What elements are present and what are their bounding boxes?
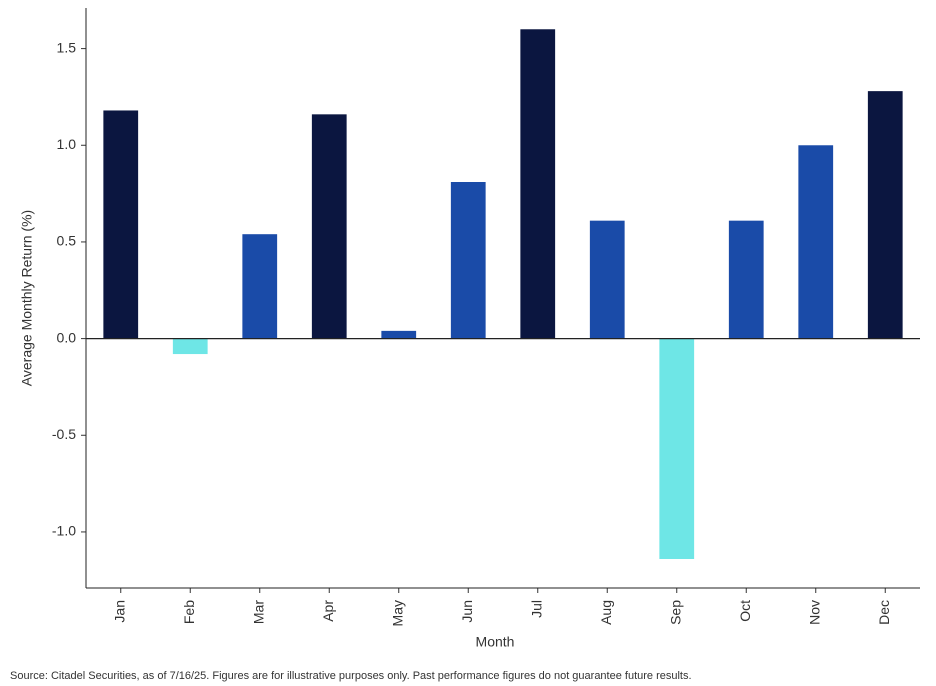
x-tick-label: Mar (250, 600, 266, 624)
x-tick-label: Sep (667, 600, 683, 625)
bar (520, 29, 556, 339)
x-tick-label: Jun (459, 600, 475, 623)
y-tick-label: -1.0 (52, 523, 76, 539)
bar (172, 338, 208, 355)
y-tick-label: 0.0 (57, 329, 77, 345)
x-tick-label: Apr (320, 600, 336, 622)
bar (242, 234, 278, 339)
x-tick-label: Aug (598, 600, 614, 625)
y-tick-label: -0.5 (52, 426, 76, 442)
bar (450, 182, 486, 339)
bar (798, 145, 834, 339)
x-tick-label: Nov (806, 600, 822, 625)
bar (381, 330, 417, 339)
x-axis-label: Month (476, 634, 515, 650)
x-tick-label: Dec (876, 600, 892, 625)
y-axis-label: Average Monthly Return (%) (19, 210, 35, 386)
x-tick-label: Jan (111, 600, 127, 623)
bar (103, 110, 139, 339)
bar (867, 91, 903, 339)
x-tick-label: May (389, 600, 405, 626)
x-tick-label: Feb (181, 600, 197, 624)
bar (311, 114, 347, 339)
bar (659, 338, 695, 559)
bar (589, 220, 625, 339)
bar (728, 220, 764, 339)
y-tick-label: 0.5 (57, 233, 77, 249)
x-tick-label: Oct (737, 600, 753, 622)
y-tick-label: 1.5 (57, 39, 77, 55)
x-tick-label: Jul (528, 600, 544, 618)
y-tick-label: 1.0 (57, 136, 77, 152)
source-note: Source: Citadel Securities, as of 7/16/2… (10, 670, 692, 682)
